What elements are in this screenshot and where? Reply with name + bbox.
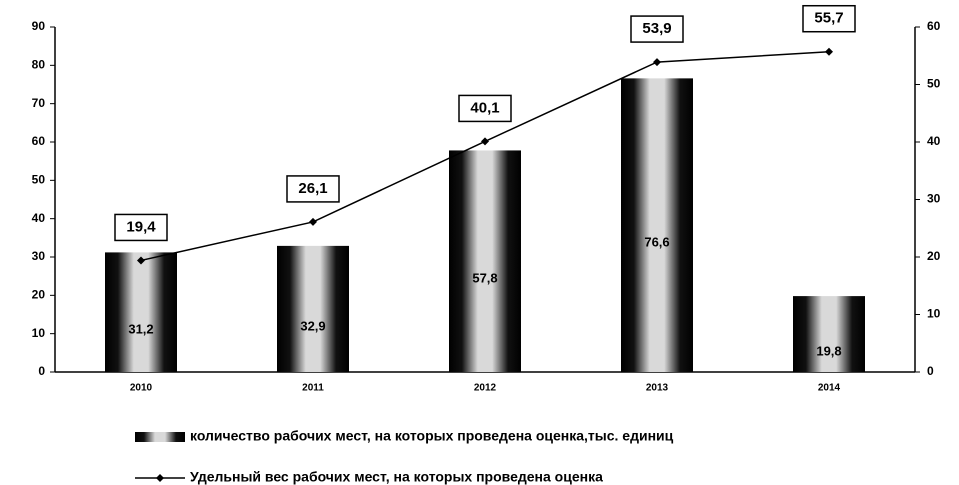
bar-value-label: 31,2: [128, 322, 153, 337]
value-label-box: [630, 15, 684, 43]
line-value-label: 55,7: [814, 10, 843, 27]
legend-marker: [156, 474, 164, 482]
y-tick-label: 0: [38, 364, 45, 378]
bar: [793, 296, 865, 372]
bar: [277, 245, 349, 372]
y-tick-label: 80: [32, 58, 46, 72]
bar-value-label: 76,6: [644, 235, 669, 250]
bar: [105, 252, 177, 372]
line-marker: [825, 47, 833, 56]
x-tick-label: 2013: [646, 383, 669, 394]
line-marker: [653, 58, 661, 67]
y-tick-label: 90: [32, 19, 46, 33]
y2-tick-label: 0: [927, 364, 934, 378]
y2-tick-label: 50: [927, 77, 941, 91]
line-marker: [137, 256, 145, 265]
legend-label: количество рабочих мест, на которых пров…: [190, 428, 674, 444]
y2-tick-label: 40: [927, 134, 941, 148]
y2-tick-label: 20: [927, 249, 941, 263]
legend-swatch: [135, 432, 185, 442]
y2-tick-label: 60: [927, 19, 941, 33]
x-tick-label: 2011: [302, 383, 324, 394]
y-tick-label: 70: [32, 96, 46, 110]
line-marker: [309, 217, 317, 226]
bar: [449, 150, 521, 372]
line-marker: [481, 137, 489, 146]
y-tick-label: 30: [32, 249, 46, 263]
bar: [621, 78, 693, 372]
legend-label: Удельный вес рабочих мест, на которых пр…: [190, 469, 603, 485]
y-tick-label: 20: [32, 288, 46, 302]
y2-tick-label: 10: [927, 307, 941, 321]
x-tick-label: 2012: [474, 383, 497, 394]
bar-value-label: 19,8: [816, 343, 841, 358]
x-tick-label: 2010: [130, 383, 153, 394]
line-value-label: 40,1: [470, 99, 499, 116]
y2-tick-label: 30: [927, 192, 941, 206]
y-tick-label: 60: [32, 134, 46, 148]
x-tick-label: 2014: [818, 383, 841, 394]
y-tick-label: 10: [32, 326, 46, 340]
value-label-box: [286, 175, 340, 203]
line-value-label: 19,4: [126, 218, 156, 235]
line-value-label: 53,9: [642, 20, 671, 37]
value-label-box: [802, 4, 856, 33]
line-value-label: 26,1: [298, 180, 327, 197]
bar-value-label: 32,9: [300, 318, 325, 333]
y-tick-label: 40: [32, 211, 46, 225]
bar-value-label: 57,8: [472, 271, 497, 286]
y-tick-label: 50: [32, 173, 46, 187]
value-label-box: [114, 213, 168, 242]
value-label-box: [458, 94, 512, 123]
